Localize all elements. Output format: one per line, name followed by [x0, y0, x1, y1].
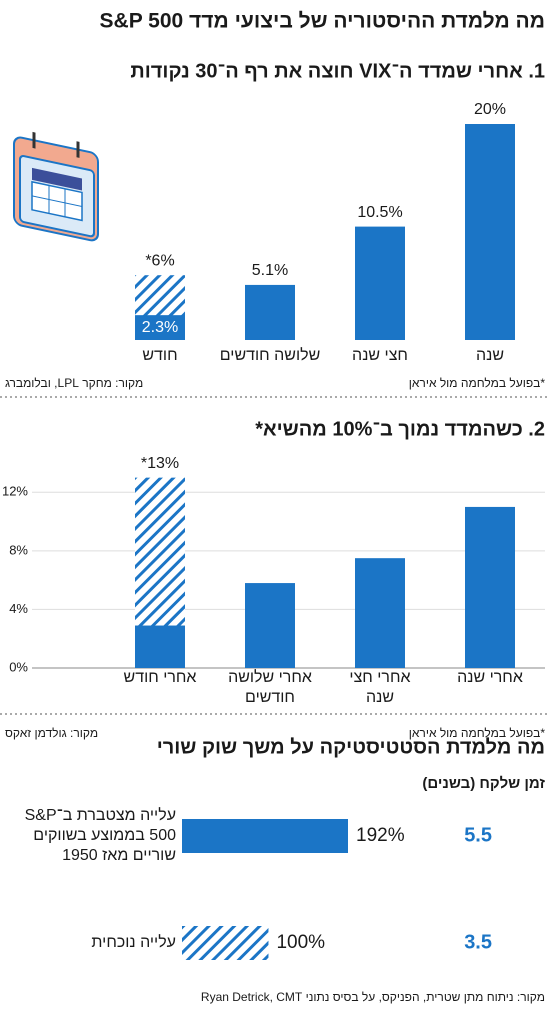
y-tick-label: 12% — [2, 484, 28, 499]
category-label: אחרי שנה — [457, 669, 523, 686]
bar — [135, 625, 185, 668]
source: מקור: ניתוח מתן שטרית, הפניקס, על בסיס נ… — [201, 990, 545, 1004]
footnote: *בפועל במלחמה מול איראן — [409, 376, 546, 390]
bar — [182, 819, 348, 853]
years-title: זמן שלקח (בשנים) — [422, 775, 545, 792]
source: מקור: גולדמן זאקס — [5, 726, 98, 740]
value-label: *13% — [141, 455, 179, 472]
y-tick-label: 8% — [9, 542, 28, 557]
value-label: 192% — [356, 825, 405, 846]
bar — [355, 558, 405, 668]
bar — [465, 124, 515, 340]
hatched-bar — [182, 926, 269, 960]
value-label: 100% — [276, 932, 325, 953]
category-label: חודש — [142, 347, 178, 364]
page-title: מה מלמדת ההיסטוריה של ביצועי מדד S&P 500 — [100, 10, 545, 33]
value-label: 20% — [474, 101, 506, 118]
years-value: 5.5 — [464, 824, 492, 846]
chart-title: 2. כשהמדד נמוך ב־10% מהשיא* — [255, 418, 545, 440]
chart-title: 1. אחרי שמדד ה־VIX חוצה את רף ה־30 נקודו… — [130, 60, 545, 82]
bar — [245, 284, 295, 340]
y-tick-label: 4% — [9, 601, 28, 616]
value-label: *6% — [145, 252, 174, 269]
value-label: 5.1% — [252, 262, 288, 279]
value-label: 10.5% — [357, 204, 402, 221]
category-label: אחרי חצי שנה — [349, 669, 411, 706]
years-value: 3.5 — [464, 931, 492, 953]
category-label: שלושה חודשים — [219, 347, 321, 364]
bar — [245, 583, 295, 668]
value-label: 2.3% — [142, 319, 178, 336]
chart-title: מה מלמדת הסטטיסטיקה על משך שוק שורי — [157, 736, 545, 758]
bar — [135, 315, 185, 340]
category-label: עלייה מצטברת ב־S&P 500 בממוצע בשווקים שו… — [24, 807, 176, 864]
y-tick-label: 0% — [9, 659, 28, 674]
calendar-icon — [13, 131, 99, 242]
bar — [465, 506, 515, 668]
category-label: אחרי שלושה חודשים — [228, 669, 312, 706]
category-label: אחרי חודש — [123, 669, 197, 686]
footnote: *בפועל במלחמה מול איראן — [409, 726, 546, 740]
category-label: חצי שנה — [352, 347, 408, 364]
bar — [355, 226, 405, 340]
source: מקור: מחקר LPL, ובלומברג — [5, 376, 143, 390]
category-label: עלייה נוכחית — [91, 934, 176, 951]
category-label: שנה — [475, 347, 505, 364]
